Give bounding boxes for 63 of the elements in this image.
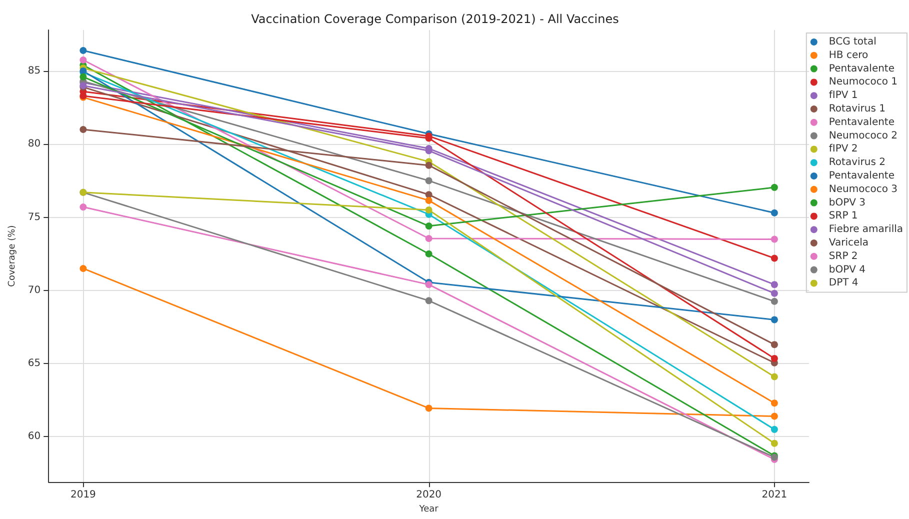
- point: [770, 354, 778, 362]
- legend-label: Neumococo 2: [828, 130, 898, 142]
- y-axis-title: Coverage (%): [8, 225, 18, 287]
- legend-label: Varicela: [828, 238, 869, 248]
- legend-label: SRP 2: [828, 250, 858, 262]
- point: [770, 281, 778, 288]
- legend-label: Neumococo 3: [828, 184, 898, 195]
- legend-label: SRP 1: [828, 210, 858, 222]
- point: [425, 404, 432, 412]
- legend-label: Neumococo 1: [828, 76, 898, 88]
- legend-label: HB cero: [828, 50, 868, 61]
- point: [770, 412, 778, 420]
- legend-label: Pentavalente: [828, 63, 895, 74]
- legend-label: fIPV 2: [828, 144, 858, 155]
- point: [80, 46, 87, 54]
- point: [770, 316, 778, 324]
- legend-label: Pentavalente: [828, 116, 895, 128]
- point: [770, 373, 778, 380]
- legend-label: Fiebre amarilla: [828, 224, 904, 236]
- legend-label: Pentavalente: [828, 170, 895, 182]
- point: [425, 206, 432, 214]
- point: [770, 298, 778, 305]
- point: [425, 250, 432, 258]
- point: [80, 126, 87, 133]
- point: [770, 209, 778, 216]
- y-tick-label: 60: [28, 431, 41, 442]
- x-tick-label: 2021: [762, 490, 788, 501]
- legend-label: Rotavirus 2: [828, 157, 886, 168]
- point: [770, 440, 778, 447]
- point: [80, 73, 87, 80]
- point: [770, 184, 778, 191]
- y-tick-label: 85: [28, 65, 41, 76]
- point: [425, 196, 432, 204]
- point: [770, 290, 778, 297]
- point: [425, 297, 432, 304]
- point: [425, 191, 432, 198]
- y-tick-label: 75: [28, 212, 41, 223]
- point: [80, 264, 87, 272]
- point: [425, 281, 432, 288]
- point: [425, 177, 432, 184]
- legend-label: Rotavirus 1: [828, 104, 886, 114]
- legend-label: bOPV 3: [828, 197, 866, 208]
- y-tick-label: 80: [28, 138, 41, 150]
- point: [80, 204, 87, 211]
- legend-label: fIPV 1: [828, 90, 858, 102]
- x-tick-label: 2020: [416, 490, 442, 501]
- y-tick-label: 65: [28, 358, 41, 370]
- chart-title: Vaccination Coverage Comparison (2019-2021) - All Vaccines: [251, 12, 619, 26]
- legend-label: bOPV 4: [828, 264, 866, 276]
- point: [770, 254, 778, 262]
- point: [770, 426, 778, 433]
- point: [425, 162, 432, 169]
- point: [425, 222, 432, 230]
- point: [425, 234, 432, 242]
- legend-label: BCG total: [828, 36, 876, 48]
- x-axis-title: Year: [418, 504, 439, 514]
- legend-label: DPT 4: [828, 278, 858, 289]
- point: [770, 236, 778, 243]
- point: [770, 400, 778, 407]
- point: [80, 56, 87, 64]
- x-tick-label: 2019: [70, 490, 96, 501]
- y-tick-label: 70: [28, 284, 41, 296]
- point: [770, 341, 778, 348]
